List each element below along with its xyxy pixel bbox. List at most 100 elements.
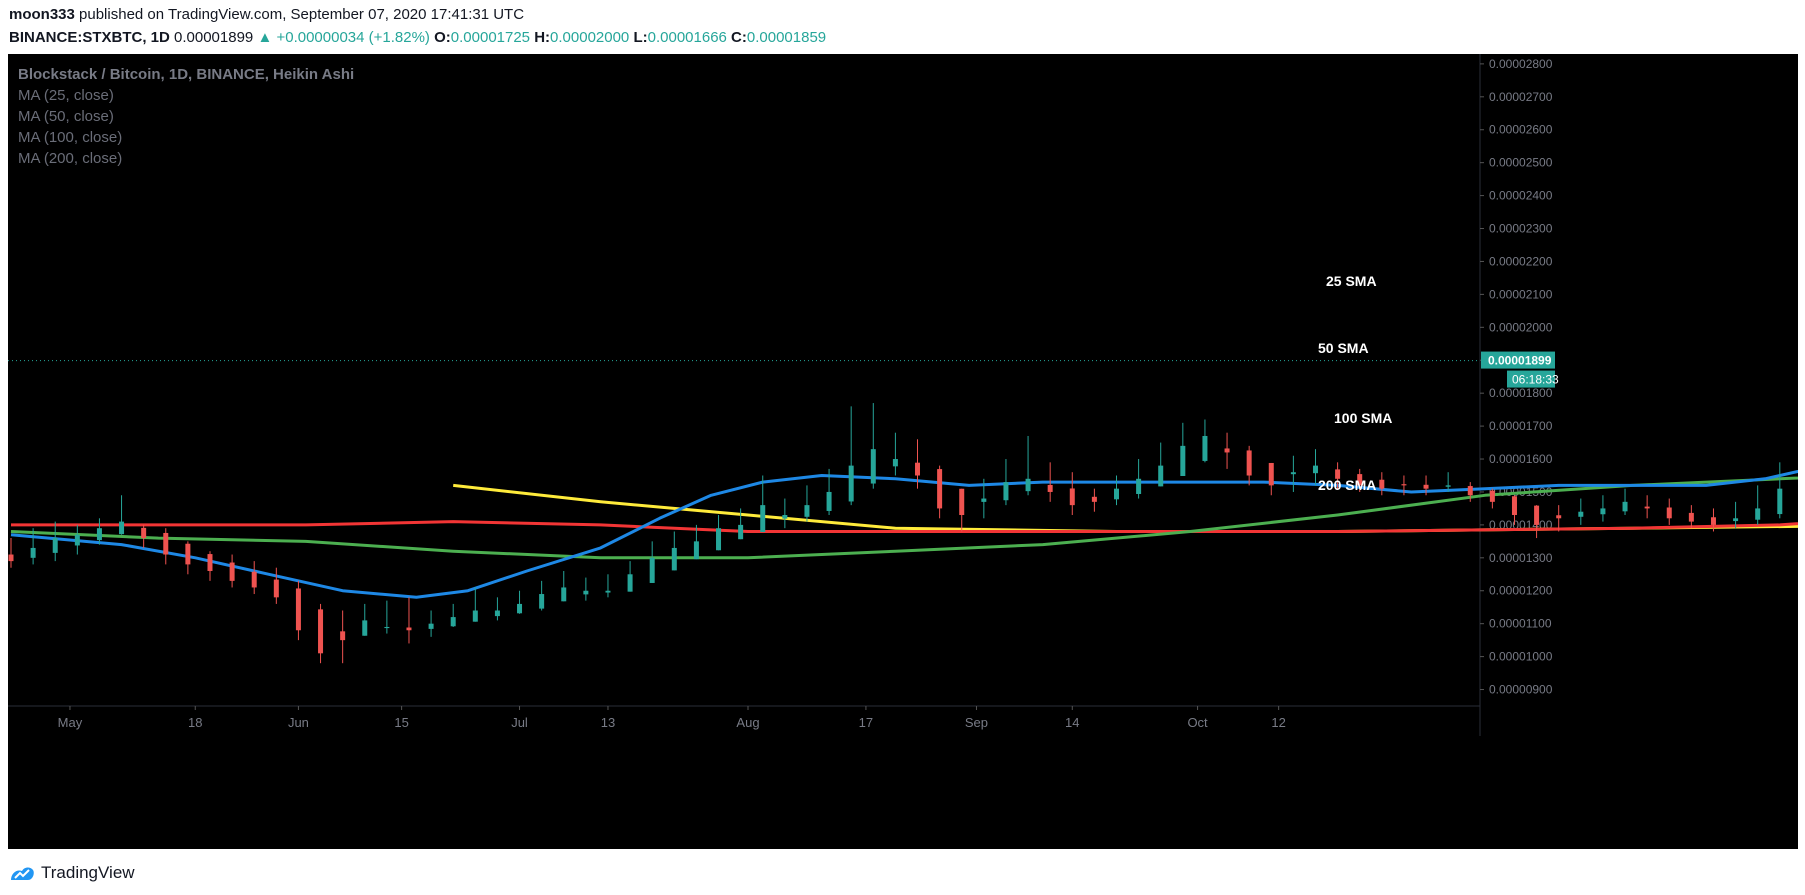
candle-body-29 [649, 557, 655, 583]
candle-body-22 [494, 610, 500, 617]
x-tick-label-11: 12 [1271, 715, 1285, 730]
candle-body-62 [1379, 479, 1385, 489]
y-tick-label-3: 0.00002500 [1489, 156, 1553, 170]
candle-body-54 [1202, 435, 1208, 461]
y-tick-label-16: 0.00001200 [1489, 584, 1553, 598]
candle-body-8 [185, 543, 191, 565]
candle-body-38 [848, 465, 854, 502]
x-tick-label-7: 17 [859, 715, 873, 730]
candle-body-80 [1777, 488, 1783, 515]
sma25-label: 25 SMA [1326, 273, 1377, 289]
sma200-label: 200 SMA [1318, 477, 1377, 493]
candle-body-76 [1688, 512, 1694, 522]
legend-item-ma50[interactable]: MA (50, close) [18, 108, 114, 125]
candle-body-50 [1114, 488, 1119, 500]
y-tick-label-18: 0.00001000 [1489, 650, 1553, 664]
candle-body-28 [627, 574, 633, 592]
y-tick-label-1: 0.00002700 [1489, 90, 1553, 104]
candle-body-77 [1710, 517, 1716, 525]
sma50-label: 50 SMA [1318, 340, 1369, 356]
candle-body-40 [892, 459, 898, 467]
candle-body-47 [1047, 484, 1053, 492]
open-value: 0.00001725 [450, 29, 531, 46]
y-tick-label-11: 0.00001700 [1489, 419, 1553, 433]
candle-body-52 [1158, 465, 1164, 487]
candle-body-73 [1622, 501, 1628, 512]
y-tick-label-5: 0.00002300 [1489, 222, 1553, 236]
price-chart-svg[interactable]: 0.00002800 0.00002700 0.00002600 0.00002500… [8, 54, 1798, 849]
candle-body-35 [782, 515, 788, 519]
legend-title: Blockstack / Bitcoin, 1D, BINANCE, Heiki… [18, 66, 355, 83]
symbol-label: BINANCE:STXBTC, 1D [9, 29, 170, 46]
candle-body-19 [428, 623, 434, 629]
candle-body-61 [1357, 474, 1363, 486]
candle-body-24 [539, 594, 545, 609]
candle-body-71 [1578, 511, 1584, 517]
candle-body-30 [671, 547, 677, 571]
x-tick-label-10: Oct [1187, 715, 1208, 730]
y-tick-label-19: 0.00000900 [1489, 683, 1553, 697]
candle-body-51 [1136, 478, 1142, 494]
candle-body-13 [295, 588, 301, 631]
y-tick-label-10: 0.00001800 [1489, 386, 1553, 400]
y-tick-label-2: 0.00002600 [1489, 123, 1553, 137]
candle-body-70 [1556, 515, 1562, 519]
y-tick-label-17: 0.00001100 [1489, 617, 1552, 631]
y-tick-label-6: 0.00002200 [1489, 254, 1553, 268]
candle-body-59 [1312, 465, 1318, 474]
candle-body-31 [693, 541, 699, 560]
x-tick-label-4: Jul [511, 715, 528, 730]
x-tick-label-5: 13 [601, 715, 615, 730]
chart-area[interactable]: 0.00002800 0.00002700 0.00002600 0.00002500… [8, 54, 1798, 849]
x-tick-label-2: Jun [288, 715, 309, 730]
candle-body-15 [340, 631, 346, 641]
last-price-tag-text: 0.00001899 [1488, 354, 1552, 368]
last-price: 0.00001899 [174, 29, 254, 46]
candle-body-45 [1003, 482, 1009, 501]
candle-body-53 [1180, 445, 1186, 477]
chart-legend: Blockstack / Bitcoin, 1D, BINANCE, Heiki… [18, 64, 354, 169]
candle-body-60 [1335, 469, 1341, 479]
x-tick-label-6: Aug [736, 715, 759, 730]
candle-body-75 [1666, 507, 1672, 519]
candle-body-46 [1025, 478, 1031, 492]
sma100-line [11, 520, 1798, 533]
candle-body-68 [1511, 496, 1517, 516]
y-tick-label-8: 0.00002000 [1489, 320, 1553, 334]
sma200-line [453, 483, 1798, 533]
legend-item-ma25[interactable]: MA (25, close) [18, 87, 114, 104]
candle-body-37 [826, 491, 832, 511]
high-value: 0.00002000 [550, 29, 630, 46]
tradingview-brand: TradingView [41, 863, 135, 882]
candle-body-57 [1268, 462, 1274, 486]
publish-info: moon333 published on TradingView.com, Se… [9, 6, 524, 23]
candle-body-9 [207, 554, 213, 571]
candle-body-44 [981, 498, 987, 502]
candle-body-23 [517, 603, 523, 614]
candle-body-33 [738, 524, 744, 540]
x-tick-label-8: Sep [965, 715, 988, 730]
candle-body-16 [362, 620, 368, 636]
candle-body-18 [406, 627, 412, 631]
candle-body-0 [8, 554, 14, 562]
candle-body-6 [141, 527, 147, 539]
candle-body-27 [605, 590, 611, 593]
sma100-label: 100 SMA [1334, 410, 1393, 426]
tradingview-logo-icon [11, 867, 34, 880]
candle-body-55 [1224, 448, 1230, 453]
low-value: 0.00001666 [647, 29, 727, 46]
candle-body-39 [870, 449, 876, 484]
x-tick-label-0: May [58, 715, 83, 730]
candle-body-11 [251, 571, 257, 588]
candle-body-74 [1644, 506, 1650, 509]
candle-body-36 [804, 505, 810, 517]
candle-body-72 [1600, 508, 1606, 515]
candle-body-63 [1401, 484, 1407, 486]
candle-body-3 [74, 534, 80, 546]
countdown-tag-text: 06:18:33 [1512, 373, 1559, 387]
candle-body-7 [163, 532, 169, 555]
countdown-tag [1507, 370, 1555, 388]
candle-body-56 [1246, 450, 1252, 476]
legend-item-ma200[interactable]: MA (200, close) [18, 150, 123, 167]
legend-item-ma100[interactable]: MA (100, close) [18, 129, 123, 146]
